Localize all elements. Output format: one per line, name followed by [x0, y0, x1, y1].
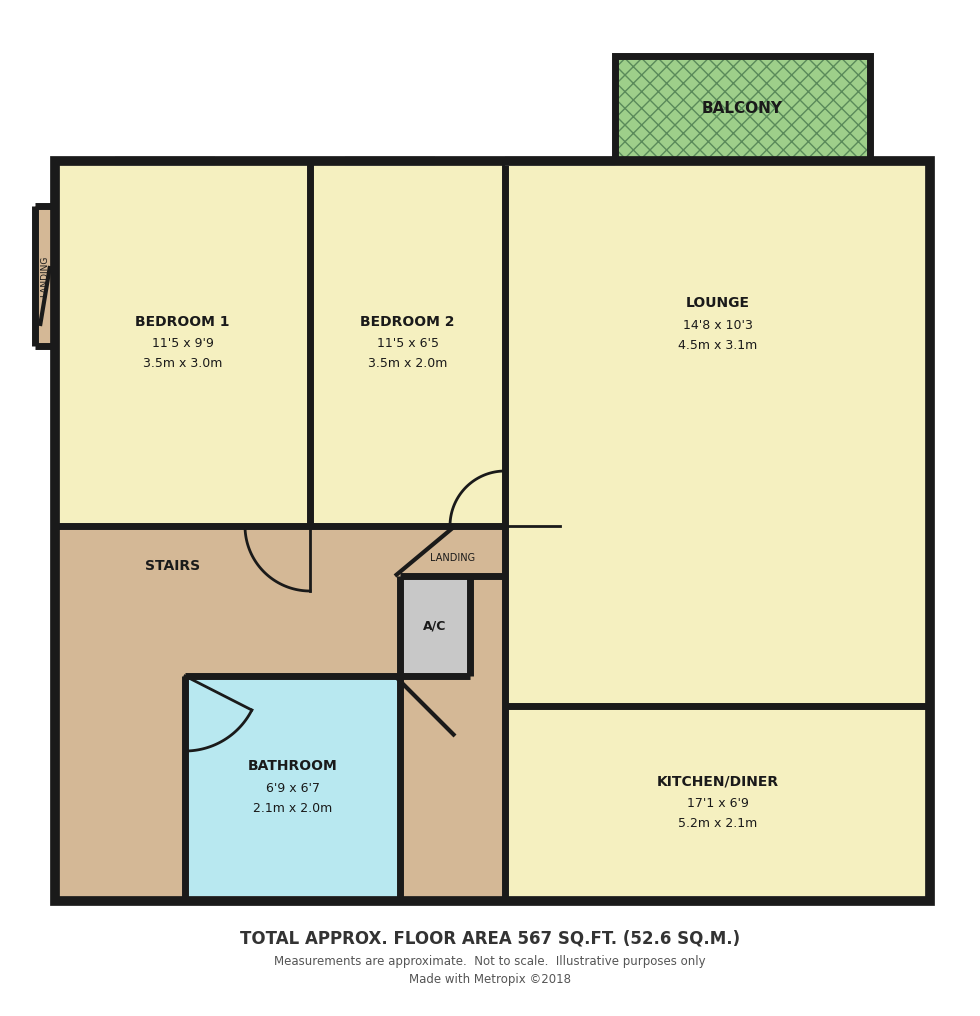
Bar	[505, 706, 930, 901]
Bar	[310, 161, 505, 526]
Bar	[615, 56, 870, 161]
Text: 11'5 x 9'9: 11'5 x 9'9	[152, 337, 214, 350]
Text: LANDING: LANDING	[40, 255, 50, 297]
Text: 6'9 x 6'7: 6'9 x 6'7	[266, 782, 319, 795]
Text: 4.5m x 3.1m: 4.5m x 3.1m	[678, 338, 758, 352]
Bar	[35, 206, 55, 346]
Text: Made with Metropix ©2018: Made with Metropix ©2018	[409, 973, 571, 987]
Text: BEDROOM 2: BEDROOM 2	[361, 315, 455, 328]
Text: 11'5 x 6'5: 11'5 x 6'5	[376, 337, 438, 350]
Text: 17'1 x 6'9: 17'1 x 6'9	[687, 797, 749, 810]
Bar	[185, 676, 400, 901]
Text: A/C: A/C	[423, 620, 447, 633]
Text: TOTAL APPROX. FLOOR AREA 567 SQ.FT. (52.6 SQ.M.): TOTAL APPROX. FLOOR AREA 567 SQ.FT. (52.…	[240, 929, 740, 947]
Bar	[615, 56, 870, 161]
Text: 14'8 x 10'3: 14'8 x 10'3	[682, 319, 753, 332]
Bar	[505, 161, 930, 706]
Text: 3.5m x 2.0m: 3.5m x 2.0m	[368, 357, 447, 370]
Text: LOUNGE: LOUNGE	[685, 297, 750, 310]
Text: Measurements are approximate.  Not to scale.  Illustrative purposes only: Measurements are approximate. Not to sca…	[274, 954, 706, 967]
Bar	[55, 161, 310, 526]
Text: BEDROOM 1: BEDROOM 1	[135, 315, 229, 328]
Text: 5.2m x 2.1m: 5.2m x 2.1m	[678, 817, 758, 830]
Text: LANDING: LANDING	[430, 553, 475, 563]
Text: BALCONY: BALCONY	[702, 101, 783, 116]
Text: KITCHEN/DINER: KITCHEN/DINER	[657, 774, 778, 788]
Bar	[615, 56, 870, 161]
Bar	[55, 161, 930, 901]
Bar	[55, 526, 505, 901]
Text: 2.1m x 2.0m: 2.1m x 2.0m	[253, 802, 332, 815]
Circle shape	[610, 446, 790, 626]
Circle shape	[470, 306, 930, 766]
Text: BATHROOM: BATHROOM	[248, 760, 337, 773]
Text: STAIRS: STAIRS	[145, 559, 200, 573]
Circle shape	[540, 376, 860, 696]
Bar	[400, 576, 470, 676]
Text: 3.5m x 3.0m: 3.5m x 3.0m	[143, 357, 222, 370]
